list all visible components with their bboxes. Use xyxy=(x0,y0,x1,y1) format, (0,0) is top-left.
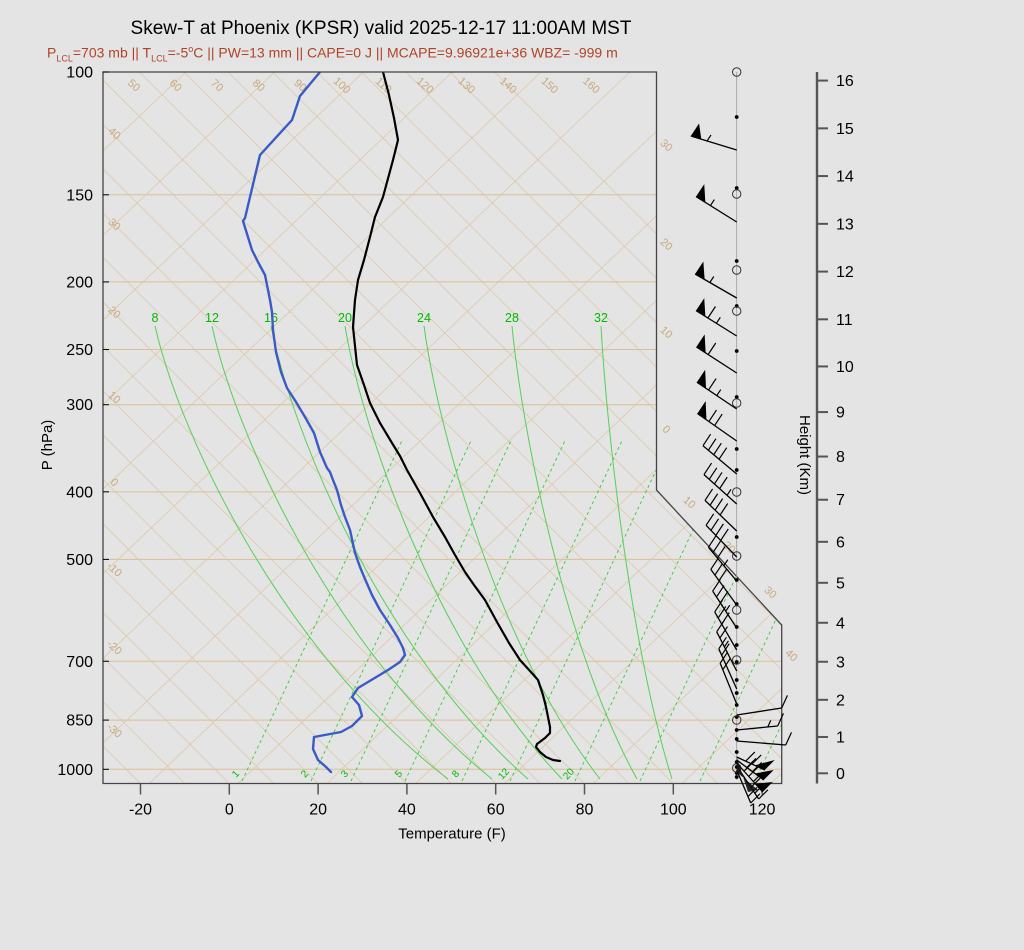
page-title: Skew-T at Phoenix (KPSR) valid 2025-12-1… xyxy=(130,18,632,39)
svg-text:80: 80 xyxy=(576,802,594,819)
svg-text:5: 5 xyxy=(836,575,845,592)
svg-text:160: 160 xyxy=(580,75,602,96)
svg-text:13: 13 xyxy=(836,216,854,233)
svg-text:10: 10 xyxy=(657,324,674,341)
svg-text:16: 16 xyxy=(264,311,278,325)
svg-text:700: 700 xyxy=(66,654,93,671)
svg-text:60: 60 xyxy=(167,77,184,94)
svg-text:250: 250 xyxy=(66,342,93,359)
svg-text:12: 12 xyxy=(496,766,512,782)
svg-text:150: 150 xyxy=(66,187,93,204)
svg-text:120: 120 xyxy=(749,802,776,819)
svg-text:32: 32 xyxy=(594,311,608,325)
svg-text:1000: 1000 xyxy=(57,762,93,779)
sounding-indices-subtitle: PLCL=703 mb || TLCL=-5oC || PW=13 mm || … xyxy=(47,44,618,64)
svg-text:Height (Km): Height (Km) xyxy=(796,415,813,495)
svg-text:20: 20 xyxy=(657,236,674,253)
svg-text:2: 2 xyxy=(299,768,311,780)
svg-text:0: 0 xyxy=(225,802,234,819)
svg-text:-20: -20 xyxy=(129,802,152,819)
svg-text:2: 2 xyxy=(836,692,845,709)
svg-text:P (hPa): P (hPa) xyxy=(39,420,56,471)
svg-text:20: 20 xyxy=(720,539,737,556)
svg-text:90: 90 xyxy=(291,77,308,94)
wind-barbs xyxy=(690,67,792,804)
svg-text:4: 4 xyxy=(836,615,845,632)
svg-text:30: 30 xyxy=(761,584,778,601)
svg-text:0: 0 xyxy=(836,766,845,783)
background-lines xyxy=(103,72,782,784)
svg-text:10: 10 xyxy=(680,494,697,511)
svg-text:110: 110 xyxy=(373,75,394,96)
dewpoint-curve xyxy=(241,72,407,774)
svg-text:30: 30 xyxy=(657,137,674,154)
svg-text:5: 5 xyxy=(393,768,405,780)
svg-text:0: 0 xyxy=(108,476,121,489)
pressure-axis: 100 150 200 250 300 400 500 700 850 1000 P (hPa) xyxy=(39,65,109,779)
svg-text:8: 8 xyxy=(152,311,159,325)
svg-text:40: 40 xyxy=(105,125,122,142)
surface-wind-cluster xyxy=(736,757,758,792)
svg-text:7: 7 xyxy=(836,492,845,509)
sounding-curves xyxy=(241,72,562,774)
svg-text:120: 120 xyxy=(414,75,436,96)
temperature-curve xyxy=(351,72,562,763)
svg-text:80: 80 xyxy=(250,77,267,94)
svg-text:40: 40 xyxy=(782,647,799,664)
svg-text:20: 20 xyxy=(561,766,577,782)
svg-text:50: 50 xyxy=(125,77,142,94)
svg-text:40: 40 xyxy=(398,802,416,819)
svg-text:28: 28 xyxy=(505,311,519,325)
svg-text:1: 1 xyxy=(230,768,242,780)
svg-text:130: 130 xyxy=(455,75,477,96)
svg-text:24: 24 xyxy=(417,311,431,325)
svg-text:-10: -10 xyxy=(104,560,124,580)
svg-text:850: 850 xyxy=(66,713,93,730)
svg-text:3: 3 xyxy=(836,654,845,671)
svg-text:1: 1 xyxy=(836,729,845,746)
svg-text:0: 0 xyxy=(660,423,673,436)
svg-text:11: 11 xyxy=(836,312,853,329)
svg-text:60: 60 xyxy=(487,802,505,819)
svg-text:8: 8 xyxy=(450,768,462,780)
svg-text:300: 300 xyxy=(66,397,93,414)
svg-text:500: 500 xyxy=(66,552,93,569)
svg-text:12: 12 xyxy=(836,264,854,281)
svg-text:20: 20 xyxy=(338,311,352,325)
svg-text:200: 200 xyxy=(66,274,93,291)
svg-text:3: 3 xyxy=(339,768,351,780)
svg-text:400: 400 xyxy=(66,484,93,501)
svg-text:-30: -30 xyxy=(104,721,124,741)
svg-text:10: 10 xyxy=(105,389,122,406)
plot-boundary xyxy=(102,71,783,785)
svg-text:150: 150 xyxy=(539,75,561,96)
svg-text:100: 100 xyxy=(66,65,93,82)
svg-text:14: 14 xyxy=(836,169,854,186)
svg-text:12: 12 xyxy=(205,311,219,325)
svg-text:9: 9 xyxy=(836,405,845,422)
svg-text:8: 8 xyxy=(836,449,845,466)
svg-text:Temperature (F): Temperature (F) xyxy=(398,826,506,843)
svg-text:20: 20 xyxy=(309,802,327,819)
svg-text:100: 100 xyxy=(331,75,353,96)
svg-text:100: 100 xyxy=(660,802,687,819)
temperature-axis: -20 0 20 40 60 80 100 120 Temperature (F) xyxy=(129,783,776,843)
svg-text:70: 70 xyxy=(208,77,225,94)
svg-text:6: 6 xyxy=(836,534,845,551)
svg-text:16: 16 xyxy=(836,73,854,90)
svg-text:10: 10 xyxy=(836,359,854,376)
svg-text:15: 15 xyxy=(836,121,854,138)
